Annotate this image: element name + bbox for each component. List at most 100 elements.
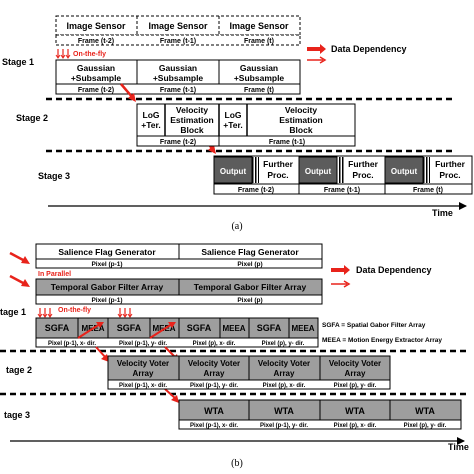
time-label: Time <box>448 442 469 452</box>
velocity-label: Estimation <box>279 115 322 125</box>
further-label: Further <box>263 159 293 169</box>
meea-label: MEEA <box>291 324 314 333</box>
frame-label: Frame (t-2) <box>78 38 114 45</box>
log-label: LoG <box>225 110 242 120</box>
pixel-dir-label: Pixel (p-1), y- dir. <box>190 383 238 389</box>
stage-label: tage 1 <box>0 307 26 317</box>
stage-label: tage 3 <box>4 410 30 420</box>
further-label: Further <box>435 159 465 169</box>
sgfa-label: SGFA <box>117 323 142 333</box>
stage2-blocks: LoG +Ter. Velocity Estimation Block LoG … <box>136 103 356 147</box>
further-label: Proc. <box>439 170 460 180</box>
pixel-dir-label: Pixel (p-1), x- dir. <box>48 341 96 347</box>
pixel-label: Pixel (p) <box>237 261 262 268</box>
stage1-blocks: SGFA MEEA SGFA MEEA SGFA MEEA SGFA MEEA … <box>35 317 319 348</box>
stage-label: tage 2 <box>6 365 32 375</box>
meea-legend: MEEA = Motion Energy Extractor Array <box>322 337 442 344</box>
velocity-label: Velocity <box>176 105 208 115</box>
caption: (b) <box>231 458 243 469</box>
stage-label: Stage 1 <box>2 57 34 67</box>
gaussian-label: Gaussian <box>159 63 197 73</box>
further-label: Further <box>348 159 378 169</box>
pixel-dir-label: Pixel (p-1), y- dir. <box>119 341 167 347</box>
stage3-blocks: WTA WTA WTA WTA Pixel (p-1), x- dir. Pix… <box>178 399 462 430</box>
output-label: Output <box>305 167 332 176</box>
on-the-fly-marker: On-the-fly <box>37 307 133 318</box>
salience-label: Salience Flag Generator <box>201 247 299 257</box>
pixel-dir-label: Pixel (p), y- dir. <box>262 341 305 347</box>
pixel-label: Pixel (p) <box>237 297 262 304</box>
pixel-dir-label: Pixel (p), x- dir. <box>193 341 236 347</box>
pixel-dir-label: Pixel (p-1), y- dir. <box>260 423 308 429</box>
output-label: Output <box>391 167 418 176</box>
further-label: Proc. <box>267 170 288 180</box>
further-label: Proc. <box>352 170 373 180</box>
wta-label: WTA <box>204 406 224 416</box>
gaussian-label: Gaussian <box>240 63 278 73</box>
data-dependency-label: Data Dependency <box>331 44 407 54</box>
frame-label: Frame (t) <box>413 187 443 194</box>
stage-label: Stage 3 <box>38 171 70 181</box>
image-sensor-row: Image Sensor Image Sensor Image Sensor F… <box>55 15 301 46</box>
salience-label: Salience Flag Generator <box>58 247 156 257</box>
velocity-label: Block <box>180 125 203 135</box>
time-label: Time <box>432 208 453 218</box>
velocity-voter-label: Array <box>204 369 225 378</box>
velocity-voter-label: Velocity Voter <box>329 359 381 368</box>
frame-label: Frame (t) <box>244 87 274 94</box>
temporal-gabor-label: Temporal Gabor Filter Array <box>194 282 307 292</box>
temporal-gabor-row: Temporal Gabor Filter Array Temporal Gab… <box>35 278 323 305</box>
sgfa-legend: SGFA = Spatial Gabor Filter Array <box>322 322 426 329</box>
velocity-voter-label: Array <box>274 369 295 378</box>
velocity-voter-label: Velocity Voter <box>188 359 240 368</box>
diagram-b: Salience Flag Generator Salience Flag Ge… <box>0 243 469 469</box>
gaussian-label: Gaussian <box>77 63 115 73</box>
pixel-dir-label: Pixel (p), x- dir. <box>334 423 377 429</box>
frame-label: Frame (t-1) <box>324 187 360 194</box>
log-label: LoG <box>143 110 160 120</box>
pixel-dir-label: Pixel (p), y- dir. <box>334 383 377 389</box>
wta-label: WTA <box>415 406 435 416</box>
frame-label: Frame (t) <box>244 38 274 45</box>
in-parallel-label: In Parallel <box>38 271 71 278</box>
velocity-label: Estimation <box>170 115 213 125</box>
pixel-dir-label: Pixel (p-1), x- dir. <box>119 383 167 389</box>
on-the-fly-label: On-the-fly <box>73 51 106 58</box>
frame-label: Frame (t-2) <box>238 187 274 194</box>
stage3-blocks: Output Output Output Further Proc. Furth… <box>213 155 473 195</box>
frame-label: Frame (t-1) <box>160 38 196 45</box>
pixel-dir-label: Pixel (p), x- dir. <box>263 383 306 389</box>
meea-label: MEEA <box>222 324 245 333</box>
velocity-voter-label: Array <box>345 369 366 378</box>
sgfa-label: SGFA <box>187 323 212 333</box>
on-the-fly-marker: On-the-fly <box>55 49 106 59</box>
stage-label: Stage 2 <box>16 113 48 123</box>
gaussian-label: +Subsample <box>234 73 285 83</box>
pixel-label: Pixel (p-1) <box>91 261 122 268</box>
velocity-label: Velocity <box>285 105 317 115</box>
gaussian-row: Gaussian +Subsample Gaussian +Subsample … <box>55 59 301 95</box>
wta-label: WTA <box>274 406 294 416</box>
wta-label: WTA <box>345 406 365 416</box>
log-label: +Ter. <box>141 120 160 130</box>
data-dependency-label: Data Dependency <box>356 265 432 275</box>
velocity-voter-label: Velocity Voter <box>117 359 169 368</box>
diagram-a: Image Sensor Image Sensor Image Sensor F… <box>2 15 473 232</box>
velocity-voter-label: Array <box>133 369 154 378</box>
on-the-fly-label: On-the-fly <box>58 307 91 314</box>
stage2-blocks: Velocity Voter Array Velocity Voter Arra… <box>107 355 391 390</box>
image-sensor-label: Image Sensor <box>229 21 289 31</box>
pixel-dir-label: Pixel (p), y- dir. <box>404 423 447 429</box>
pixel-dir-label: Pixel (p-1), x- dir. <box>190 423 238 429</box>
output-label: Output <box>220 167 247 176</box>
frame-label: Frame (t-1) <box>269 139 305 146</box>
gaussian-label: +Subsample <box>153 73 204 83</box>
sgfa-label: SGFA <box>45 323 70 333</box>
caption: (a) <box>231 221 242 232</box>
gaussian-label: +Subsample <box>71 73 122 83</box>
frame-label: Frame (t-2) <box>78 87 114 94</box>
salience-row: Salience Flag Generator Salience Flag Ge… <box>35 243 323 269</box>
temporal-gabor-label: Temporal Gabor Filter Array <box>51 282 164 292</box>
sgfa-label: SGFA <box>257 323 282 333</box>
